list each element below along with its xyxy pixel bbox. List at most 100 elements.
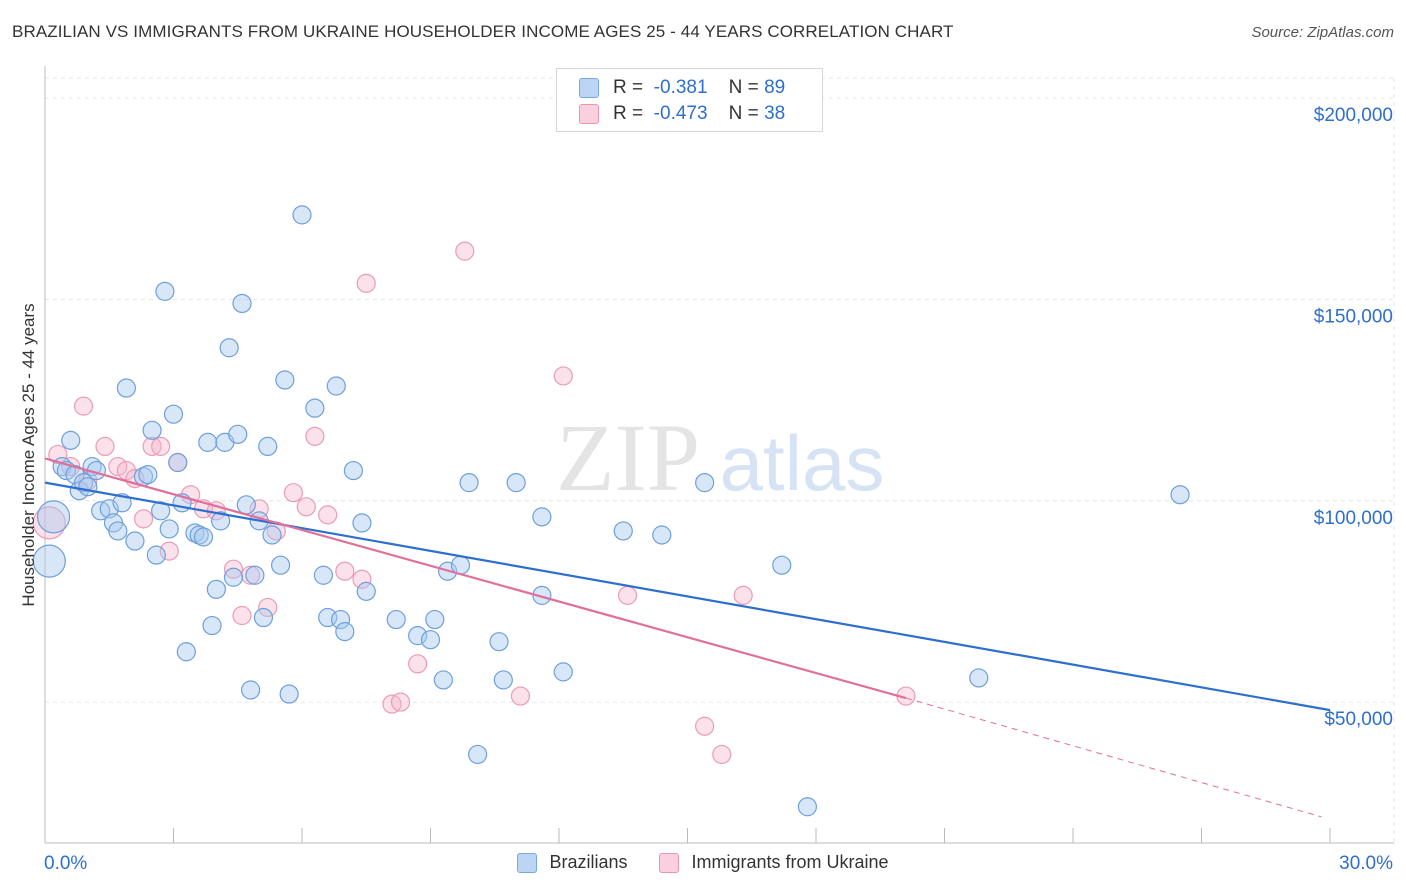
legend-row-brazilians: R = -0.381 N = 89 — [579, 76, 785, 100]
point-brazilians — [489, 632, 509, 652]
point-brazilians — [292, 205, 312, 225]
point-brazilians — [241, 680, 261, 700]
legend-r-label: R = — [613, 103, 644, 124]
point-brazilians — [236, 495, 256, 515]
legend-label-brazilians: Brazilians — [549, 852, 628, 872]
legend-r-value: -0.381 — [653, 77, 708, 98]
point-ukraine — [48, 444, 68, 465]
point-brazilians — [493, 670, 513, 690]
point-brazilians — [125, 531, 145, 551]
point-ukraine — [258, 597, 278, 618]
legend-n-value: 89 — [764, 77, 786, 98]
point-brazilians — [32, 544, 66, 578]
trend-line-ukraine-extension — [905, 697, 1322, 818]
point-brazilians — [112, 493, 132, 513]
point-brazilians — [262, 525, 282, 545]
point-brazilians — [245, 565, 265, 585]
point-brazilians — [155, 281, 175, 301]
point-brazilians — [425, 609, 445, 630]
legend-n-label: N = — [728, 103, 759, 124]
point-brazilians — [168, 452, 188, 473]
point-ukraine — [283, 483, 304, 503]
point-brazilians — [228, 424, 248, 444]
point-brazilians — [553, 662, 573, 682]
point-brazilians — [408, 626, 428, 646]
point-brazilians — [176, 642, 196, 662]
series-legend: Brazilians Immigrants from Ukraine — [0, 852, 1406, 873]
watermark: ZIP atlas — [556, 404, 884, 511]
point-ukraine — [305, 426, 325, 446]
point-ukraine — [455, 241, 475, 261]
point-brazilians — [258, 436, 278, 457]
legend-item-brazilians: Brazilians — [517, 852, 627, 873]
chart-title: BRAZILIAN VS IMMIGRANTS FROM UKRAINE HOU… — [12, 22, 954, 41]
point-ukraine — [352, 569, 372, 589]
point-brazilians — [433, 670, 453, 690]
axes — [44, 66, 1394, 844]
point-brazilians — [652, 525, 672, 545]
point-brazilians — [198, 432, 218, 452]
point-brazilians — [163, 404, 184, 424]
point-ukraine — [712, 744, 732, 765]
legend-swatch-pink — [659, 852, 680, 873]
legend-r-label: R = — [613, 77, 644, 98]
point-brazilians — [532, 585, 552, 605]
point-brazilians — [116, 378, 136, 398]
point-ukraine — [408, 654, 428, 674]
point-brazilians — [78, 477, 98, 497]
series-ukraine-points — [32, 241, 916, 765]
point-brazilians — [772, 555, 792, 575]
point-ukraine — [296, 497, 316, 517]
point-brazilians — [313, 565, 334, 585]
point-brazilians — [420, 630, 441, 650]
x-tick-label: 30.0% — [1339, 853, 1393, 874]
point-brazilians — [352, 513, 372, 533]
point-ukraine — [241, 565, 261, 585]
point-brazilians — [142, 420, 162, 440]
point-ukraine — [510, 686, 531, 706]
point-ukraine — [223, 559, 244, 579]
point-brazilians — [326, 376, 346, 396]
point-brazilians — [969, 668, 989, 688]
point-brazilians — [532, 507, 552, 527]
tick-labels: $50,000 $100,000 $150,000 $200,000 0.0% 30.0% — [44, 105, 1393, 874]
point-ukraine — [95, 436, 115, 457]
point-brazilians — [343, 460, 363, 481]
point-ukraine — [335, 561, 355, 581]
point-brazilians — [253, 607, 274, 628]
point-brazilians — [797, 797, 818, 817]
point-brazilians — [219, 338, 239, 358]
point-brazilians — [193, 527, 214, 547]
point-brazilians — [613, 521, 633, 541]
point-ukraine — [553, 366, 573, 386]
correlation-legend: R = -0.381 N = 89 R = -0.473 N = 38 — [556, 68, 823, 132]
point-brazilians — [330, 609, 351, 630]
point-brazilians — [61, 430, 81, 450]
point-ukraine — [73, 396, 94, 416]
point-brazilians — [275, 370, 295, 390]
point-brazilians — [386, 609, 406, 630]
point-brazilians — [138, 464, 158, 485]
y-tick-label: $200,000 — [1314, 105, 1393, 126]
point-ukraine — [390, 692, 411, 712]
point-ukraine — [617, 585, 638, 605]
point-ukraine — [318, 505, 338, 525]
watermark-zip: ZIP — [556, 404, 700, 511]
trend-lines — [44, 457, 1331, 818]
point-brazilians — [695, 473, 715, 493]
point-brazilians — [36, 500, 71, 534]
point-brazilians — [459, 473, 479, 493]
point-ukraine — [151, 436, 171, 457]
legend-swatch-blue — [579, 78, 599, 98]
y-axis-label: Householder Income Ages 25 - 44 years — [19, 303, 38, 606]
point-brazilians — [108, 521, 128, 541]
y-tick-label: $150,000 — [1314, 306, 1393, 327]
point-brazilians — [232, 293, 252, 314]
point-brazilians — [468, 744, 488, 765]
point-ukraine — [32, 506, 66, 540]
legend-n-label: N = — [728, 77, 759, 98]
point-brazilians — [206, 579, 226, 599]
point-ukraine — [356, 273, 376, 293]
source-label: Source: ZipAtlas.com — [1251, 24, 1394, 41]
x-tick-label: 0.0% — [44, 853, 87, 874]
